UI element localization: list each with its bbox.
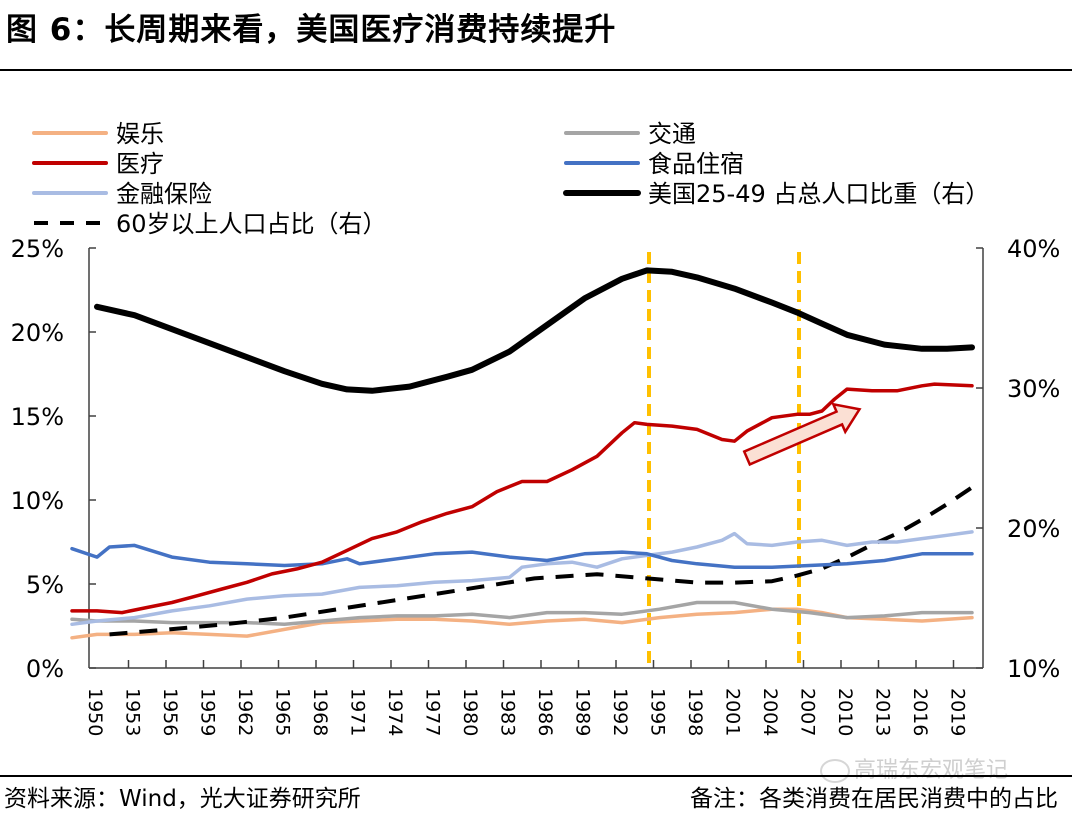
left-tick-label: 5% <box>26 571 64 599</box>
x-tick-label: 1959 <box>197 688 219 736</box>
legend-label: 医疗 <box>116 150 164 178</box>
figure-title: 图 6：长周期来看，美国医疗消费持续提升 <box>6 12 617 48</box>
left-tick-label: 10% <box>11 487 64 515</box>
x-tick-label: 1986 <box>534 688 556 736</box>
legend-label: 娱乐 <box>116 120 164 148</box>
x-tick-label: 2001 <box>722 688 744 736</box>
footer-divider <box>0 775 1072 777</box>
trend-arrow <box>742 402 862 467</box>
left-tick-label: 20% <box>11 319 64 347</box>
legend-label: 美国25-49 占总人口比重（右） <box>648 180 989 208</box>
legend-label: 交通 <box>648 120 696 148</box>
right-tick-label: 30% <box>1007 375 1060 403</box>
series-line-6 <box>94 267 975 394</box>
vertical-markers <box>647 252 801 668</box>
series-line-2 <box>70 530 974 627</box>
right-tick-label: 10% <box>1007 655 1060 683</box>
watermark-text: 高瑞东宏观笔记 <box>854 758 1009 783</box>
left-tick-label: 0% <box>26 655 64 683</box>
x-tick-label: 1980 <box>459 688 481 736</box>
wechat-icon <box>820 759 850 783</box>
x-tick-label: 2016 <box>909 688 931 736</box>
remark-note: 备注：各类消费在居民消费中的占比 <box>690 786 1058 812</box>
x-tick-label: 1992 <box>609 688 631 736</box>
legend-label: 60岁以上人口占比（右） <box>116 210 387 238</box>
source-note: 资料来源：Wind，光大证券研究所 <box>4 786 361 812</box>
annotations <box>742 402 862 467</box>
right-tick-label: 20% <box>1007 515 1060 543</box>
x-tick-label: 1974 <box>384 688 406 736</box>
legend-label: 金融保险 <box>116 180 212 208</box>
x-tick-label: 2013 <box>872 688 894 736</box>
x-tick-label: 1953 <box>122 688 144 736</box>
x-tick-label: 1968 <box>309 688 331 736</box>
left-tick-label: 15% <box>11 403 64 431</box>
x-tick-label: 1977 <box>422 688 444 736</box>
series-group <box>70 267 975 640</box>
x-tick-label: 1965 <box>272 688 294 736</box>
arrow-up-right-icon <box>742 402 862 467</box>
series-line-4 <box>70 600 974 627</box>
title-divider <box>0 69 1072 71</box>
left-tick-label: 25% <box>11 235 64 263</box>
x-tick-label: 1962 <box>234 688 256 736</box>
x-tick-label: 2007 <box>797 688 819 736</box>
x-tick-label: 2019 <box>947 688 969 736</box>
series-line-1 <box>70 382 974 615</box>
series-line-3 <box>109 485 974 637</box>
legend-label: 食品住宿 <box>648 150 744 178</box>
axes: 0% 5% 10% 15% 20% 25% 10% 20% 30% 40% 1950 1953 1956… <box>11 235 1061 736</box>
x-tick-label: 1950 <box>84 688 106 736</box>
x-tick-label: 1995 <box>647 688 669 736</box>
right-tick-label: 40% <box>1007 235 1060 263</box>
watermark: 高瑞东宏观笔记 <box>820 752 1008 784</box>
x-tick-label: 1983 <box>497 688 519 736</box>
x-tick-label: 2004 <box>759 688 781 736</box>
x-tick-label: 1971 <box>347 688 369 736</box>
x-tick-label: 2010 <box>834 688 856 736</box>
x-tick-label: 1956 <box>159 688 181 736</box>
x-tick-label: 1989 <box>572 688 594 736</box>
x-tick-label: 1998 <box>684 688 706 736</box>
series-line-5 <box>70 543 974 569</box>
